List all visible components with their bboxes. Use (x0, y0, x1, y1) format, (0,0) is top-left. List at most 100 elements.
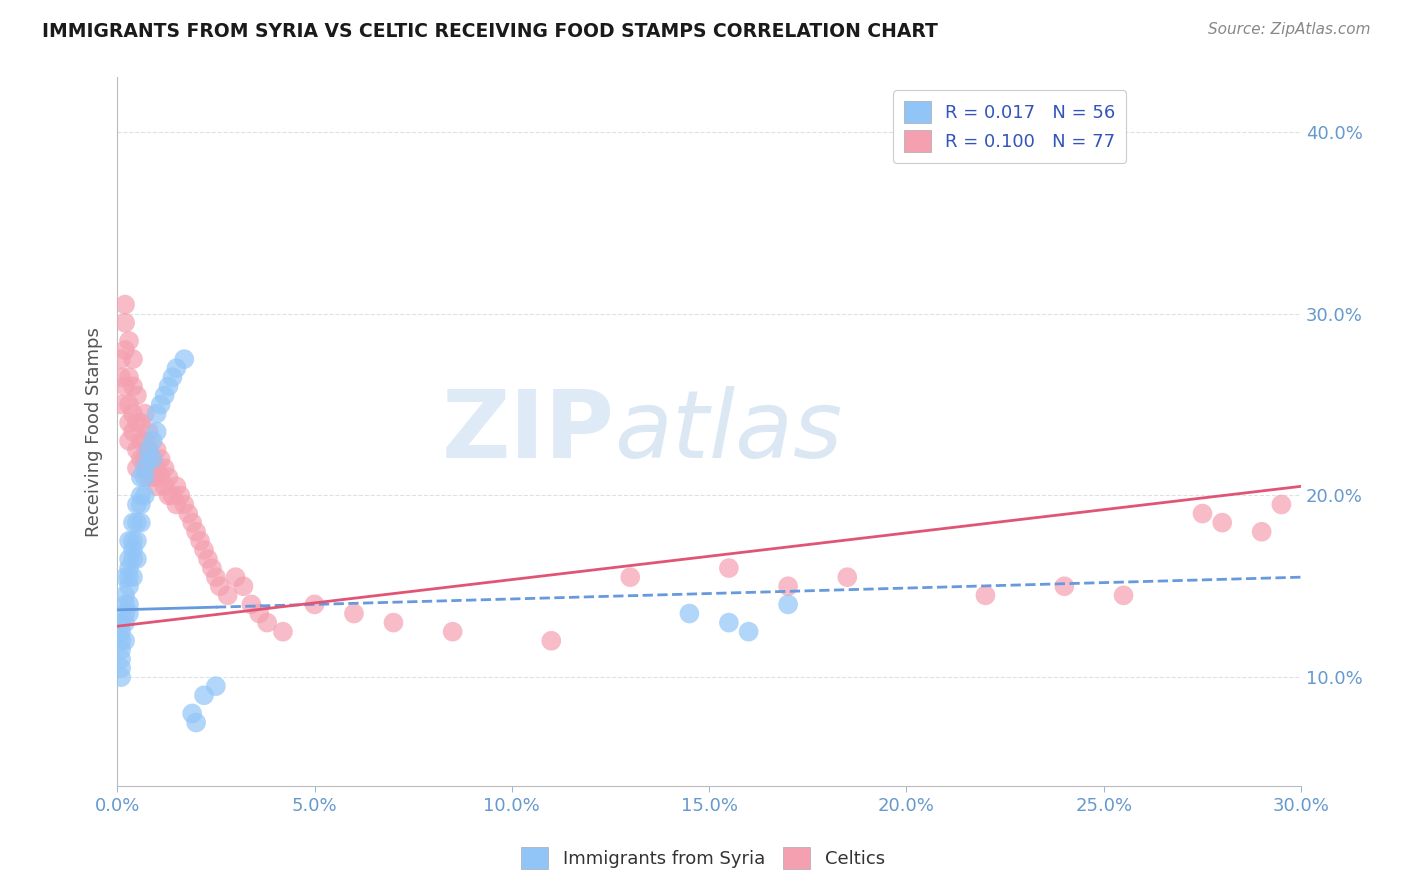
Point (122, 570, 145, 584)
Point (118, 579, 141, 593)
Point (778, 579, 800, 593)
Point (181, 516, 204, 530)
Point (1191, 507, 1213, 521)
Point (122, 542, 145, 557)
Point (125, 416, 148, 430)
Point (138, 452, 160, 467)
Point (184, 715, 207, 730)
Point (118, 434, 141, 448)
Point (145, 407, 167, 421)
Point (205, 679, 228, 693)
Point (232, 579, 254, 593)
Point (114, 615, 136, 630)
Point (129, 452, 152, 467)
Point (110, 370, 132, 384)
Point (122, 552, 145, 566)
Point (134, 470, 156, 484)
Point (678, 607, 700, 621)
Point (225, 570, 247, 584)
Point (118, 416, 141, 430)
Point (114, 379, 136, 393)
Point (122, 352, 145, 367)
Point (122, 533, 145, 548)
Point (125, 461, 148, 475)
Point (193, 542, 215, 557)
Point (129, 416, 152, 430)
Point (717, 561, 740, 575)
Point (271, 624, 294, 639)
Point (129, 434, 152, 448)
Point (778, 598, 800, 612)
Point (110, 615, 132, 630)
Point (118, 398, 141, 412)
Y-axis label: Receiving Food Stamps: Receiving Food Stamps (86, 326, 103, 537)
Point (1250, 524, 1272, 539)
Point (165, 479, 187, 493)
Point (138, 442, 160, 457)
Text: Source: ZipAtlas.com: Source: ZipAtlas.com (1208, 22, 1371, 37)
Point (125, 533, 148, 548)
Point (114, 316, 136, 330)
Point (217, 588, 239, 602)
Point (114, 588, 136, 602)
Point (138, 442, 160, 457)
Point (974, 588, 997, 602)
Point (142, 434, 165, 448)
Point (145, 461, 167, 475)
Point (240, 598, 263, 612)
Point (304, 598, 326, 612)
Point (110, 670, 132, 684)
Point (173, 352, 195, 367)
Point (201, 561, 224, 575)
Point (118, 561, 141, 575)
Point (737, 624, 759, 639)
Legend: R = 0.017   N = 56, R = 0.100   N = 77: R = 0.017 N = 56, R = 0.100 N = 77 (893, 90, 1126, 163)
Point (110, 633, 132, 648)
Point (134, 434, 156, 448)
Point (125, 388, 148, 402)
Point (157, 470, 180, 484)
Point (122, 379, 145, 393)
Point (129, 498, 152, 512)
Point (142, 452, 165, 467)
Point (169, 488, 191, 502)
Point (619, 570, 641, 584)
Point (110, 398, 132, 412)
Point (134, 461, 156, 475)
Point (193, 688, 215, 702)
Point (118, 552, 141, 566)
Point (837, 570, 859, 584)
Point (145, 479, 167, 493)
Point (441, 624, 464, 639)
Point (110, 624, 132, 639)
Point (145, 442, 167, 457)
Point (177, 507, 200, 521)
Point (165, 498, 187, 512)
Point (125, 498, 148, 512)
Point (110, 652, 132, 666)
Point (122, 516, 145, 530)
Point (247, 607, 270, 621)
Point (114, 598, 136, 612)
Point (118, 570, 141, 584)
Point (197, 552, 219, 566)
Text: IMMIGRANTS FROM SYRIA VS CELTIC RECEIVING FOOD STAMPS CORRELATION CHART: IMMIGRANTS FROM SYRIA VS CELTIC RECEIVIN… (42, 22, 938, 41)
Point (110, 661, 132, 675)
Text: ZIP: ZIP (441, 386, 614, 478)
Point (114, 570, 136, 584)
Point (145, 425, 167, 439)
Point (1053, 579, 1076, 593)
Point (256, 615, 278, 630)
Point (1270, 498, 1292, 512)
Point (184, 524, 207, 539)
Point (149, 452, 172, 467)
Point (118, 607, 141, 621)
Point (114, 343, 136, 357)
Point (129, 488, 152, 502)
Point (1211, 516, 1233, 530)
Text: atlas: atlas (614, 386, 842, 477)
Point (162, 370, 184, 384)
Point (153, 388, 176, 402)
Point (173, 498, 195, 512)
Point (138, 470, 160, 484)
